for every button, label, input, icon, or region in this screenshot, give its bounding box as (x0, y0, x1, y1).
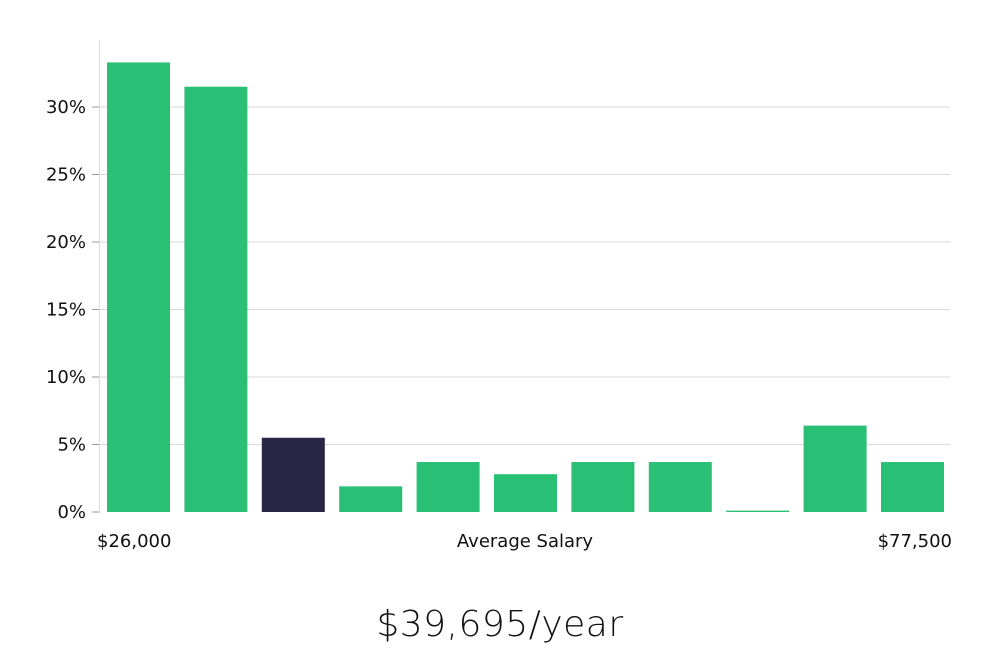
bar[interactable] (339, 486, 403, 512)
bar[interactable] (726, 510, 790, 512)
x-axis-max-label: $77,500 (878, 531, 952, 552)
bars (107, 62, 944, 512)
x-axis-title: Average Salary (457, 531, 594, 552)
bar-highlighted[interactable] (261, 437, 325, 512)
y-axis-tick-labels: 0% 5% 10% 15% 20% 25% 30% (46, 97, 100, 523)
x-axis-min-label: $26,000 (97, 531, 171, 552)
bar[interactable] (648, 462, 712, 512)
y-tick-label: 15% (46, 300, 86, 321)
bar[interactable] (803, 425, 867, 512)
y-tick-label: 20% (46, 232, 86, 253)
y-tick-label: 0% (57, 502, 86, 523)
y-tick-label: 25% (46, 165, 86, 186)
bar[interactable] (494, 474, 557, 512)
y-tick-label: 10% (46, 367, 86, 388)
bar[interactable] (416, 462, 480, 512)
bar[interactable] (881, 462, 944, 512)
bar[interactable] (184, 86, 248, 512)
y-tick-label: 5% (57, 435, 86, 456)
bar[interactable] (107, 62, 170, 512)
salary-distribution-chart: 0% 5% 10% 15% 20% 25% 30% $26,000 Average Sala… (46, 40, 952, 552)
bar[interactable] (571, 462, 635, 512)
average-salary-readout: $39,695/year (376, 604, 624, 645)
y-tick-label: 30% (46, 97, 86, 118)
